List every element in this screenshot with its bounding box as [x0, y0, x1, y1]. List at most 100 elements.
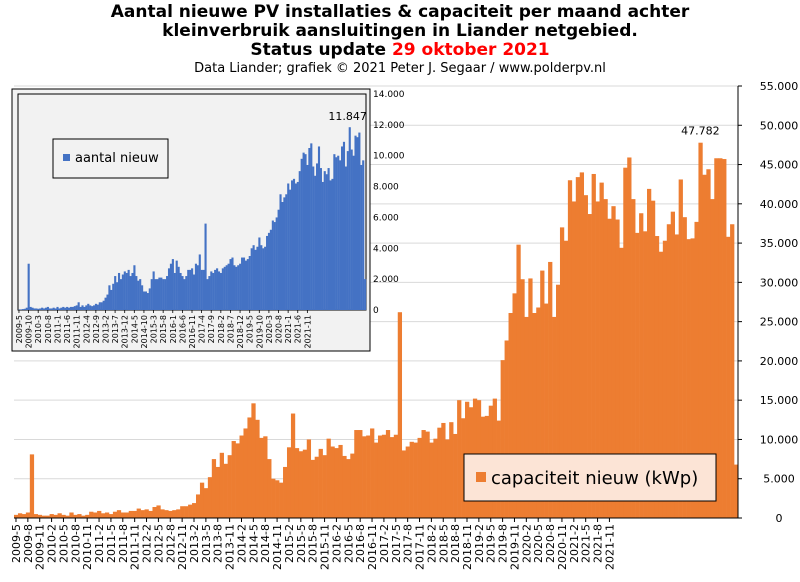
main-x-tick-label: 2013-8: [212, 524, 225, 563]
count-bar: [156, 279, 159, 310]
count-bar: [256, 246, 259, 310]
count-bar: [287, 183, 290, 310]
capacity-bar: [532, 312, 537, 518]
capacity-bar: [370, 428, 375, 518]
inset-x-tick-label: 2015-3: [150, 315, 159, 343]
capacity-bar: [524, 316, 529, 518]
main-x-tick-label: 2012-5: [152, 524, 165, 563]
inset-y-tick-label: 12.000: [373, 121, 405, 131]
capacity-bar: [255, 419, 260, 518]
inset-x-tick-label: 2014-5: [130, 315, 139, 343]
capacity-bar: [104, 512, 110, 518]
count-bar: [125, 272, 128, 310]
count-bar: [56, 306, 59, 310]
capacity-bar: [140, 510, 145, 518]
main-x-tick-label: 2016-5: [342, 524, 355, 563]
capacity-bar: [401, 450, 406, 518]
count-bar: [196, 265, 199, 310]
count-bar: [154, 279, 157, 310]
inset-x-tick-label: 2013-2: [101, 315, 110, 343]
count-bar: [46, 306, 49, 310]
capacity-bar: [21, 514, 27, 518]
main-x-tick-label: 2016-11: [366, 524, 379, 570]
inset-y-tick-label: 0: [373, 306, 379, 316]
chart-status-line: Status update 29 oktober 2021: [0, 41, 800, 60]
count-bar: [360, 164, 363, 310]
main-y-tick-label: 40.000: [760, 198, 799, 211]
count-bar: [321, 181, 324, 310]
capacity-bar: [156, 505, 161, 518]
capacity-bar: [128, 510, 133, 518]
capacity-bar: [283, 466, 288, 518]
main-x-tick-label: 2021-8: [592, 524, 605, 563]
count-bar: [102, 300, 105, 310]
capacity-bar: [623, 167, 628, 519]
count-bar: [283, 197, 286, 310]
main-y-tick-labels: 0 5.000 10.000 15.000 20.000 25.000 30.000 35.0…: [738, 80, 798, 525]
count-bar: [52, 307, 55, 310]
inset-y-tick-labels: 0 2.000 4.000 6.000 8.000 10.000 12.000 14.000: [373, 90, 405, 316]
count-bar: [64, 307, 67, 310]
count-bar: [352, 155, 355, 310]
count-bar: [89, 305, 92, 310]
capacity-bar: [346, 459, 351, 518]
count-bar: [23, 308, 26, 310]
count-bar: [198, 254, 201, 310]
capacity-bar: [508, 312, 513, 518]
count-bar: [44, 307, 48, 310]
count-bar: [339, 160, 342, 310]
count-bar: [137, 280, 140, 310]
count-bar: [302, 152, 305, 310]
count-bar: [250, 248, 253, 310]
capacity-bar: [211, 459, 217, 518]
main-x-tick-label: 2009-8: [22, 524, 35, 563]
capacity-bar: [421, 430, 426, 518]
count-bar: [129, 276, 132, 310]
count-bar: [308, 148, 311, 310]
capacity-bar: [354, 430, 359, 518]
capacity-bar: [650, 200, 656, 518]
count-bar: [306, 164, 309, 310]
count-bar: [364, 279, 367, 310]
count-bar: [242, 257, 246, 310]
capacity-bar: [251, 403, 256, 518]
count-bar: [117, 272, 121, 310]
capacity-bar: [302, 449, 308, 518]
capacity-bar: [563, 240, 569, 518]
capacity-bar: [690, 238, 695, 519]
count-bar: [300, 158, 303, 310]
count-bar: [77, 302, 80, 310]
count-bar: [133, 265, 136, 310]
count-bar: [362, 160, 365, 310]
inset-y-tick-label: 4.000: [373, 244, 399, 254]
capacity-bar: [330, 446, 335, 518]
count-bar: [131, 272, 134, 310]
main-x-tick-label: 2017-11: [414, 524, 427, 570]
count-bar: [177, 266, 180, 310]
count-bar: [152, 271, 155, 310]
capacity-bar: [180, 506, 185, 518]
inset-count-bars: [18, 127, 367, 310]
capacity-bar: [516, 244, 521, 519]
count-bar: [266, 235, 269, 310]
count-bar: [273, 222, 276, 310]
inset-x-tick-label: 2016-6: [178, 315, 187, 343]
count-bar: [254, 249, 257, 310]
count-bar: [123, 271, 126, 310]
count-bar: [121, 274, 124, 310]
count-bar: [87, 303, 90, 310]
capacity-bar: [413, 442, 418, 518]
capacity-bar: [160, 509, 165, 518]
count-bar: [200, 269, 203, 310]
status-date: 29 oktober 2021: [391, 40, 550, 60]
count-bar: [329, 180, 332, 310]
capacity-bar: [417, 437, 422, 518]
main-x-tick-label: 2012-8: [164, 524, 177, 563]
count-bar: [62, 306, 65, 310]
main-x-tick-label: 2010-5: [57, 524, 70, 563]
capacity-bar: [429, 442, 434, 518]
capacity-bar: [710, 199, 715, 518]
count-bar: [281, 202, 284, 310]
count-bar: [252, 245, 255, 310]
